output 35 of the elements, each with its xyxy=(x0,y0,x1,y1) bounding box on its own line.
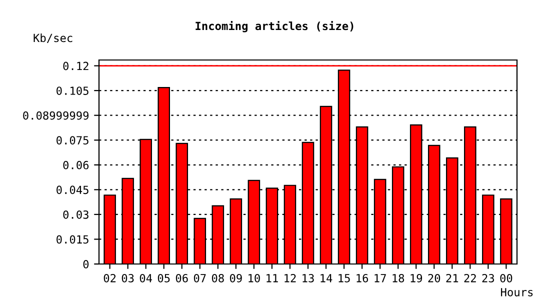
x-tick-label: 11 xyxy=(266,274,278,282)
x-tick-label: 04 xyxy=(140,274,152,282)
x-tick-label: 07 xyxy=(194,274,206,282)
x-tick-label: 05 xyxy=(158,274,170,282)
x-tick-label: 10 xyxy=(248,274,260,282)
x-tick-label: 13 xyxy=(302,274,314,282)
x-tick-label: 08 xyxy=(212,274,224,282)
x-tick-label: 16 xyxy=(356,274,368,282)
y-tick-label: 0.045 xyxy=(56,186,88,194)
y-tick-label: 0.105 xyxy=(56,86,88,95)
x-tick-label: 20 xyxy=(428,274,440,282)
y-tick-label: 0.12 xyxy=(63,62,88,70)
x-tick-label: 14 xyxy=(320,274,332,282)
x-tick-label: 19 xyxy=(410,274,422,282)
y-tick-label: 0.075 xyxy=(56,136,88,145)
x-tick-label: 09 xyxy=(230,274,242,282)
y-tick-label: 0.06 xyxy=(63,160,89,170)
y-tick-label: 0 xyxy=(83,260,89,268)
y-tick-label: 0.08999999 xyxy=(23,111,89,120)
x-tick-label: 12 xyxy=(284,274,296,282)
x-tick-label: 23 xyxy=(482,274,494,282)
x-axis-title: Hours xyxy=(501,288,533,296)
chart-title: Incoming articles (size) xyxy=(196,20,354,32)
x-tick-label: 06 xyxy=(176,274,188,282)
x-tick-label: 17 xyxy=(374,274,386,282)
x-tick-label: 22 xyxy=(464,274,476,282)
x-tick-label: 00 xyxy=(500,274,512,282)
y-axis-title: Kb/sec xyxy=(34,34,72,44)
y-tick-label: 0.015 xyxy=(56,235,88,244)
y-tick-label: 0.03 xyxy=(63,210,88,219)
x-tick-label: 18 xyxy=(392,274,404,282)
x-tick-label: 21 xyxy=(446,274,458,282)
x-tick-label: 15 xyxy=(338,274,350,282)
x-tick-label: 03 xyxy=(122,274,134,282)
x-tick-label: 02 xyxy=(104,274,116,282)
